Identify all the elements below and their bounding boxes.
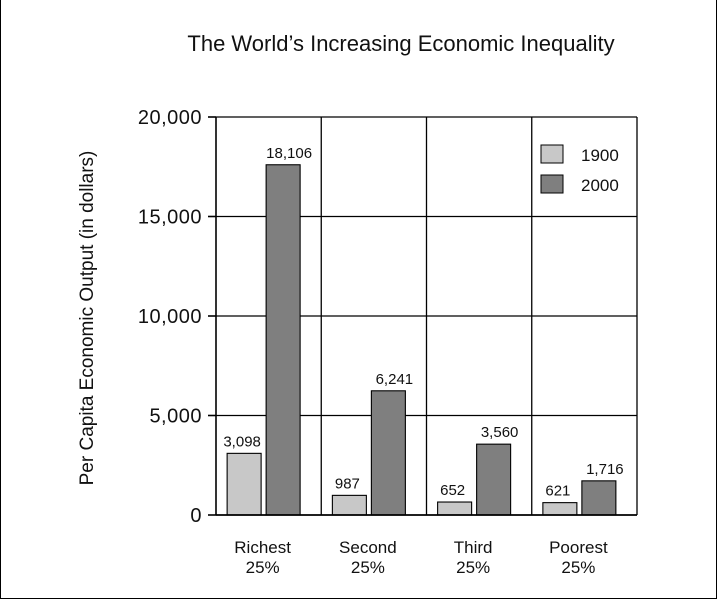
x-tick-label: Poorest bbox=[549, 538, 608, 557]
y-tick-label: 0 bbox=[190, 505, 202, 527]
legend-label-1900: 1900 bbox=[581, 146, 619, 165]
bar-2000-poorest bbox=[581, 480, 617, 516]
y-tick-label: 15,000 bbox=[138, 207, 202, 229]
bars: 3,098 18,106 987 6,241 652 3,560 621 1,716 bbox=[223, 145, 624, 516]
legend-swatch-2000 bbox=[540, 174, 564, 194]
x-tick-label: Third bbox=[454, 538, 493, 557]
legend-swatch-1900 bbox=[540, 144, 564, 164]
x-tick-label: 25% bbox=[561, 558, 595, 577]
bar-1900-third bbox=[437, 501, 473, 516]
data-label: 621 bbox=[545, 483, 570, 500]
y-tick-label: 20,000 bbox=[138, 107, 202, 129]
y-axis-label: Per Capita Economic Output (in dollars) bbox=[77, 151, 98, 486]
bar-2000-third bbox=[476, 443, 512, 516]
data-label: 1,716 bbox=[586, 461, 624, 478]
x-tick-label: 25% bbox=[456, 558, 490, 577]
bar-1900-second bbox=[331, 494, 367, 516]
data-label: 3,560 bbox=[481, 424, 519, 441]
bar-2000-second bbox=[370, 390, 406, 516]
y-tick-label: 5,000 bbox=[149, 406, 202, 428]
data-label: 18,106 bbox=[266, 145, 312, 162]
legend: 1900 2000 bbox=[540, 144, 619, 195]
bar-2000-richest bbox=[265, 164, 301, 516]
data-label: 6,241 bbox=[376, 371, 414, 388]
data-label: 987 bbox=[335, 475, 360, 492]
y-tick-label: 10,000 bbox=[138, 306, 202, 328]
axes bbox=[208, 116, 637, 516]
bar-1900-richest bbox=[226, 452, 262, 516]
bar-1900-poorest bbox=[542, 502, 578, 516]
y-ticks: 0 5,000 10,000 15,000 20,000 bbox=[138, 107, 202, 527]
legend-label-2000: 2000 bbox=[581, 176, 619, 195]
x-tick-label: Richest bbox=[234, 538, 291, 557]
data-label: 652 bbox=[440, 482, 465, 499]
x-tick-label: Second bbox=[339, 538, 397, 557]
data-label: 3,098 bbox=[223, 433, 261, 450]
x-tick-label: 25% bbox=[351, 558, 385, 577]
chart-title: The World’s Increasing Economic Inequali… bbox=[187, 31, 614, 56]
x-tick-label: 25% bbox=[246, 558, 280, 577]
